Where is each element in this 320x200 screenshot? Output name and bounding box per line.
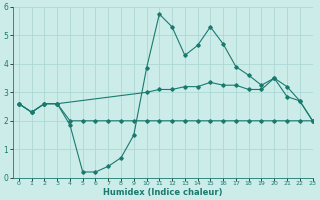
X-axis label: Humidex (Indice chaleur): Humidex (Indice chaleur) <box>103 188 222 197</box>
